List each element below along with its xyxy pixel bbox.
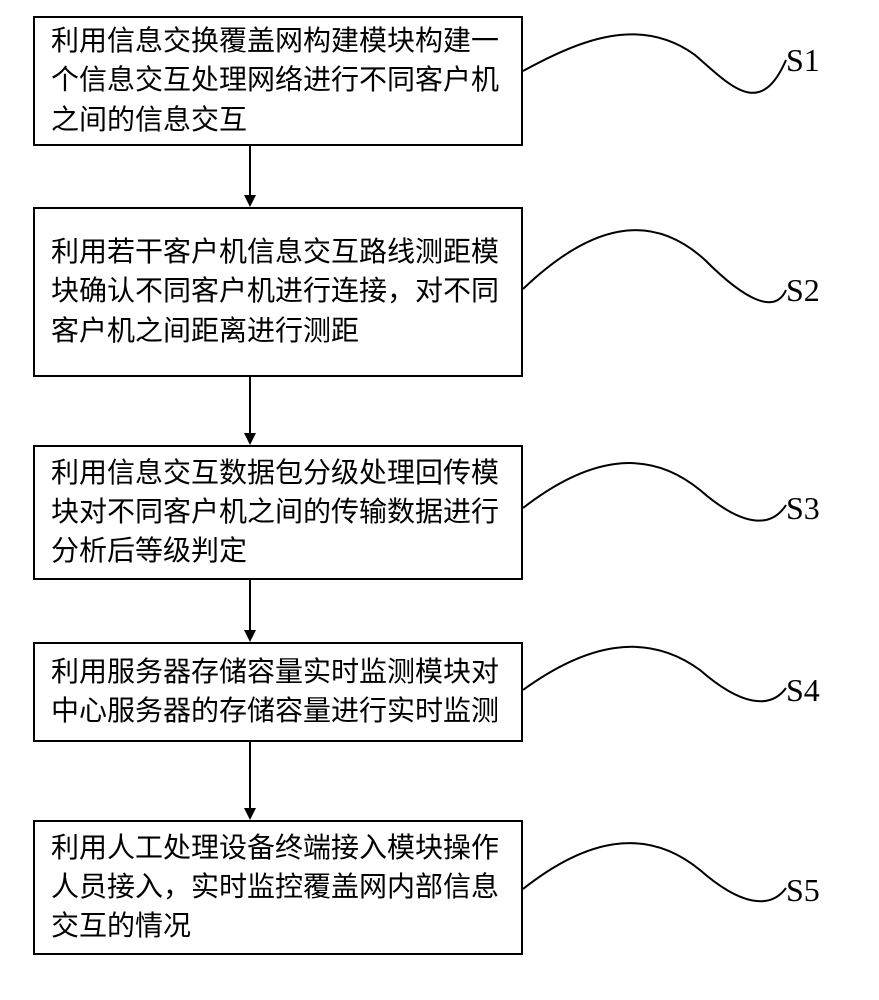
step-label-s1: S1 — [786, 42, 820, 79]
flowchart-container: 利用信息交换覆盖网构建模块构建一个信息交互处理网络进行不同客户机之间的信息交互 … — [0, 0, 879, 1000]
connector-s4 — [523, 647, 786, 701]
step-label-s5: S5 — [786, 872, 820, 909]
connector-s3 — [523, 463, 786, 521]
connector-svg — [0, 0, 879, 1000]
connector-s2 — [523, 230, 786, 302]
connector-s5 — [523, 843, 786, 901]
step-label-s4: S4 — [786, 672, 820, 709]
connector-s1 — [523, 34, 786, 92]
step-label-s3: S3 — [786, 490, 820, 527]
step-label-s2: S2 — [786, 272, 820, 309]
